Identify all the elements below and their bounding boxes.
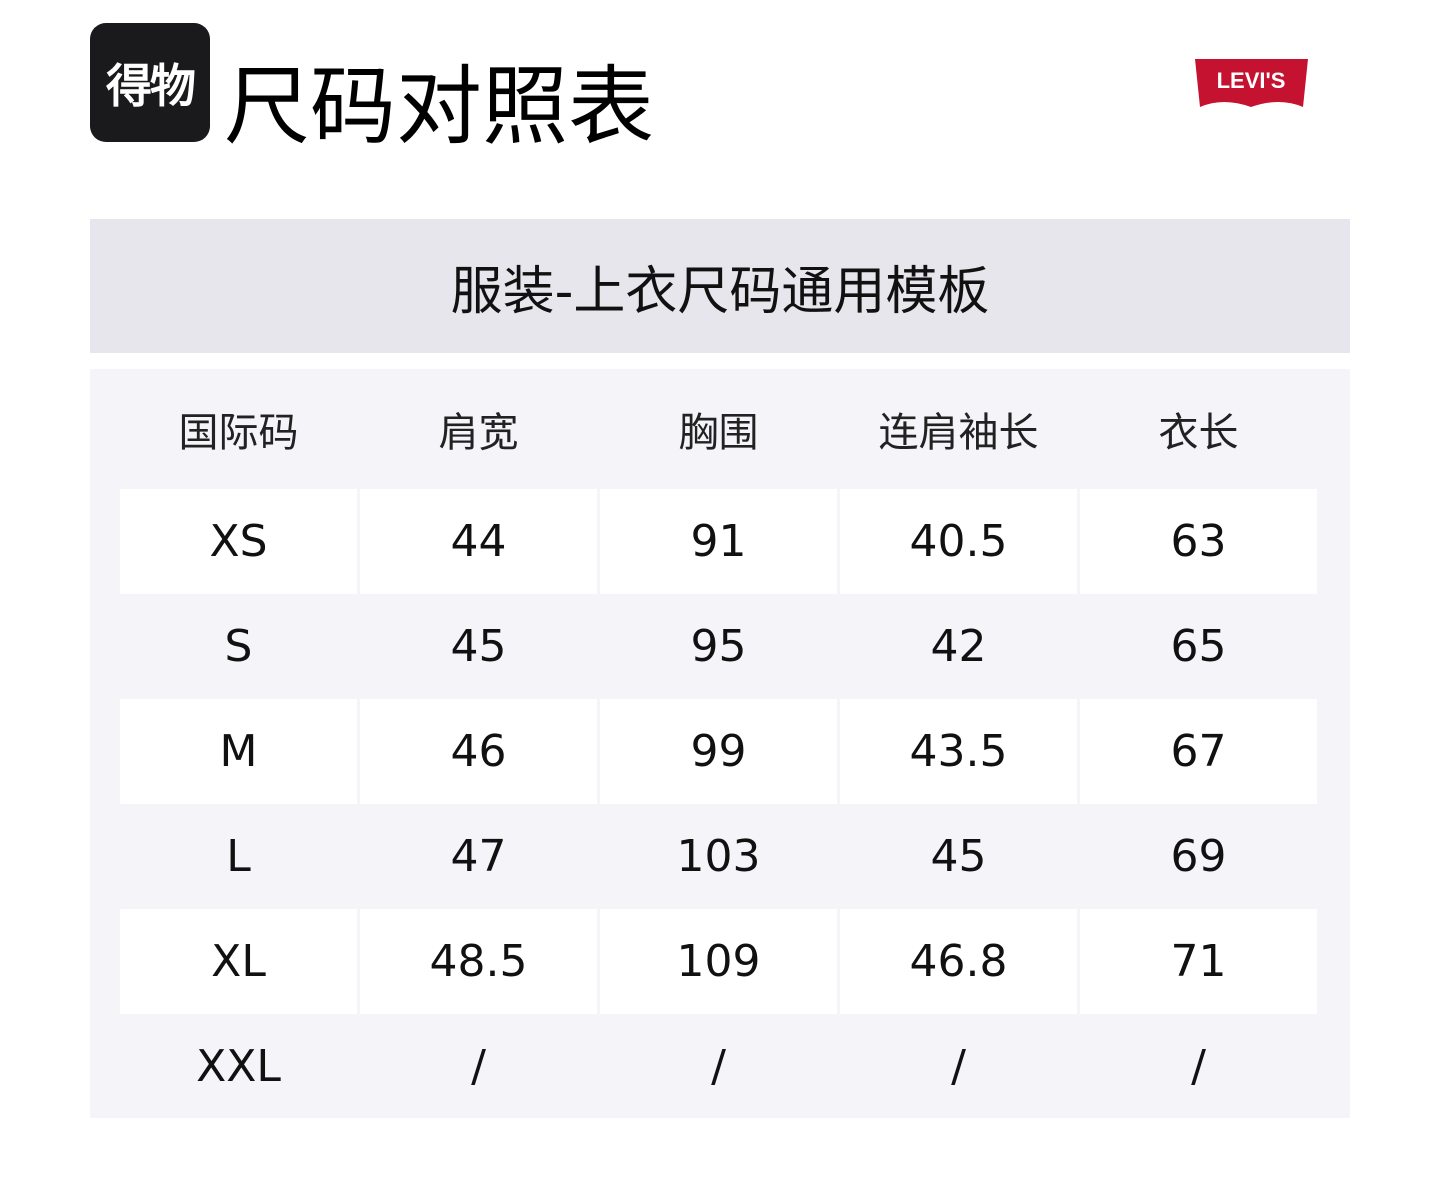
page-title: 尺码对照表 xyxy=(224,57,654,157)
table-cell: 47 xyxy=(450,831,507,882)
table-cell: 45 xyxy=(930,831,987,882)
table-cell: 46.8 xyxy=(840,909,1077,1014)
table-header: 国际码 肩宽 胸围 连肩袖长 衣长 xyxy=(120,369,1320,489)
table-cell: 109 xyxy=(600,909,837,1014)
table-row: XL 48.5 109 46.8 71 xyxy=(120,909,1320,1014)
table-row: XXL / / / / xyxy=(120,1014,1320,1119)
table-cell: / xyxy=(1191,1041,1206,1092)
column-header: 国际码 xyxy=(178,410,299,456)
table-cell: 67 xyxy=(1080,699,1317,804)
levis-logo: LEVI'S xyxy=(1195,59,1308,107)
logo-text: 得物 xyxy=(106,58,196,113)
table-cell: 44 xyxy=(360,489,597,594)
table-cell: XXL xyxy=(196,1041,281,1092)
table-cell: L xyxy=(226,831,251,882)
table-cell: / xyxy=(471,1041,486,1092)
svg-text:LEVI'S: LEVI'S xyxy=(1217,68,1286,93)
column-header: 肩宽 xyxy=(438,410,519,456)
table-cell: 43.5 xyxy=(840,699,1077,804)
table-cell: 69 xyxy=(1170,831,1227,882)
column-header: 连肩袖长 xyxy=(878,410,1039,456)
table-cell: S xyxy=(224,621,253,672)
table-cell: 65 xyxy=(1170,621,1227,672)
table-row: M 46 99 43.5 67 xyxy=(120,699,1320,804)
table-cell: 71 xyxy=(1080,909,1317,1014)
table-row: L 47 103 45 69 xyxy=(120,804,1320,909)
table-cell: 45 xyxy=(450,621,507,672)
table-cell: / xyxy=(951,1041,966,1092)
table-cell: 40.5 xyxy=(840,489,1077,594)
table-cell: 48.5 xyxy=(360,909,597,1014)
table-cell: 95 xyxy=(690,621,747,672)
table-cell: 103 xyxy=(676,831,761,882)
table-cell: 46 xyxy=(360,699,597,804)
table-row: XS 44 91 40.5 63 xyxy=(120,489,1320,594)
table-cell: 63 xyxy=(1080,489,1317,594)
dewu-logo: 得物 xyxy=(90,23,210,142)
banner-title: 服装-上衣尺码通用模板 xyxy=(450,261,990,322)
template-banner: 服装-上衣尺码通用模板 xyxy=(90,219,1350,353)
table-cell: 99 xyxy=(600,699,837,804)
table-cell: XS xyxy=(120,489,357,594)
table-row: S 45 95 42 65 xyxy=(120,594,1320,699)
table-cell: 91 xyxy=(600,489,837,594)
column-header: 衣长 xyxy=(1158,410,1239,456)
table-cell: M xyxy=(120,699,357,804)
column-header: 胸围 xyxy=(678,410,759,456)
table-cell: 42 xyxy=(930,621,987,672)
table-cell: / xyxy=(711,1041,726,1092)
table-cell: XL xyxy=(120,909,357,1014)
size-table: 国际码 肩宽 胸围 连肩袖长 衣长 XS 44 91 40.5 63 S 45 95 42 65 M… xyxy=(90,369,1350,1118)
